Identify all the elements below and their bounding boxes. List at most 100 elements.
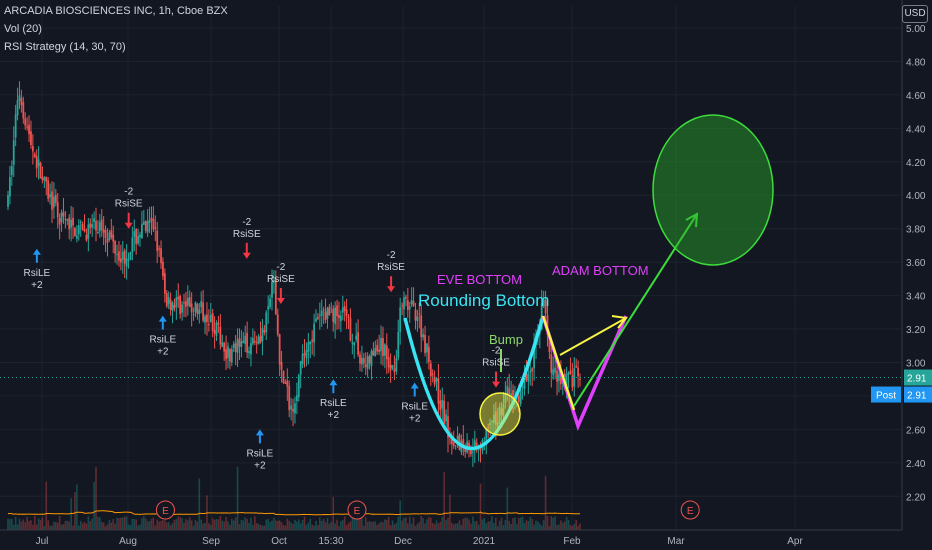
- candle-body: [244, 335, 247, 344]
- volume-indicator-label[interactable]: Vol (20): [4, 23, 42, 35]
- volume-bar: [121, 517, 124, 530]
- volume-bar: [372, 521, 375, 530]
- candle-body: [125, 258, 128, 267]
- candle-body: [579, 379, 581, 381]
- volume-bar: [190, 520, 193, 530]
- volume-bar: [349, 521, 352, 530]
- yellow-drop-line[interactable]: [541, 315, 576, 411]
- volume-bar: [202, 523, 204, 530]
- candle-body: [106, 238, 109, 243]
- candle-body: [464, 446, 467, 452]
- candle-body: [288, 385, 291, 411]
- volume-bar: [504, 520, 507, 530]
- candle-body: [229, 348, 231, 362]
- candle-body: [339, 315, 342, 322]
- volume-bar: [200, 519, 203, 530]
- volume-bar: [353, 517, 356, 530]
- volume-bar: [439, 521, 442, 530]
- candle-body: [202, 302, 205, 321]
- volume-bar: [213, 519, 216, 530]
- candle-body: [282, 370, 285, 383]
- candle-body: [192, 314, 195, 316]
- candle-body: [206, 314, 208, 322]
- volume-bar: [502, 525, 505, 530]
- post-label-tag: [871, 386, 901, 403]
- volume-bar: [370, 521, 373, 530]
- volume-bar: [472, 516, 474, 530]
- volume-bar: [475, 520, 478, 530]
- candle-body: [261, 327, 264, 342]
- volume-bar: [43, 525, 46, 530]
- signal-type-label: RsiSE: [377, 262, 405, 273]
- candle-body: [533, 346, 535, 369]
- volume-bar: [508, 521, 511, 530]
- signal-type-label: RsiLE: [320, 398, 347, 409]
- candle-body: [437, 378, 440, 404]
- volume-bar: [431, 523, 434, 530]
- y-tick-label: 4.80: [906, 57, 926, 68]
- candle-body: [397, 331, 400, 358]
- candle-body: [83, 229, 86, 232]
- candle-body: [317, 316, 319, 319]
- volume-bar: [198, 478, 201, 530]
- candle-body: [185, 301, 187, 307]
- candle-body: [399, 307, 402, 332]
- bump-circle[interactable]: [479, 392, 521, 436]
- yellow-target-arrow[interactable]: [559, 317, 627, 356]
- candle-body: [146, 221, 149, 233]
- volume-bar: [252, 524, 254, 530]
- candle-body: [280, 362, 283, 370]
- currency-badge[interactable]: USD: [902, 5, 928, 23]
- candle-body: [577, 367, 579, 377]
- candle-body: [221, 342, 224, 347]
- candle-body: [575, 365, 578, 368]
- volume-bar: [148, 521, 151, 530]
- volume-bar: [317, 525, 319, 530]
- volume-bar: [531, 518, 533, 530]
- volume-bar: [437, 523, 440, 530]
- green-projection-arrow[interactable]: [573, 213, 698, 407]
- candle-body: [131, 237, 134, 253]
- candle-body: [269, 298, 271, 307]
- volume-bar: [496, 525, 499, 530]
- volume-bar: [187, 520, 189, 530]
- volume-bar: [70, 498, 72, 530]
- candle-body: [512, 390, 514, 400]
- volume-bar: [238, 524, 241, 530]
- x-tick-label: Mar: [667, 536, 685, 547]
- strategy-indicator-label[interactable]: RSI Strategy (14, 30, 70): [4, 41, 126, 53]
- volume-bar: [133, 518, 136, 530]
- candle-body: [150, 217, 153, 221]
- signal-type-label: RsiSE: [267, 274, 295, 285]
- volume-bar: [500, 517, 503, 530]
- candle-body: [104, 230, 107, 239]
- volume-bar: [116, 517, 118, 530]
- volume-bar: [506, 487, 509, 530]
- volume-bar: [143, 516, 145, 530]
- volume-bar: [167, 522, 170, 530]
- earnings-marker-circle: [155, 500, 175, 520]
- last-price-value: 2.91: [907, 374, 927, 385]
- candle-body: [383, 344, 386, 356]
- candle-body: [571, 375, 574, 388]
- volume-bar: [261, 525, 264, 530]
- volume-bar: [328, 523, 331, 530]
- candle-body: [508, 388, 511, 395]
- x-tick-label: Oct: [271, 536, 287, 547]
- target-ellipse[interactable]: [652, 114, 774, 266]
- volume-bar: [131, 518, 134, 530]
- volume-bar: [227, 521, 229, 530]
- volume-bar: [108, 519, 111, 530]
- rounding-bottom-curve[interactable]: [403, 315, 545, 450]
- volume-bar: [79, 520, 82, 530]
- candle-body: [30, 131, 32, 146]
- volume-bar: [28, 520, 30, 530]
- candle-body: [559, 374, 562, 385]
- candle-body: [188, 297, 191, 307]
- volume-bar: [85, 523, 88, 530]
- candle-body: [297, 375, 300, 398]
- volume-bar: [39, 519, 42, 530]
- symbol-title[interactable]: ARCADIA BIOSCIENCES INC, 1h, Cboe BZX: [4, 5, 228, 17]
- candle-body: [410, 300, 413, 305]
